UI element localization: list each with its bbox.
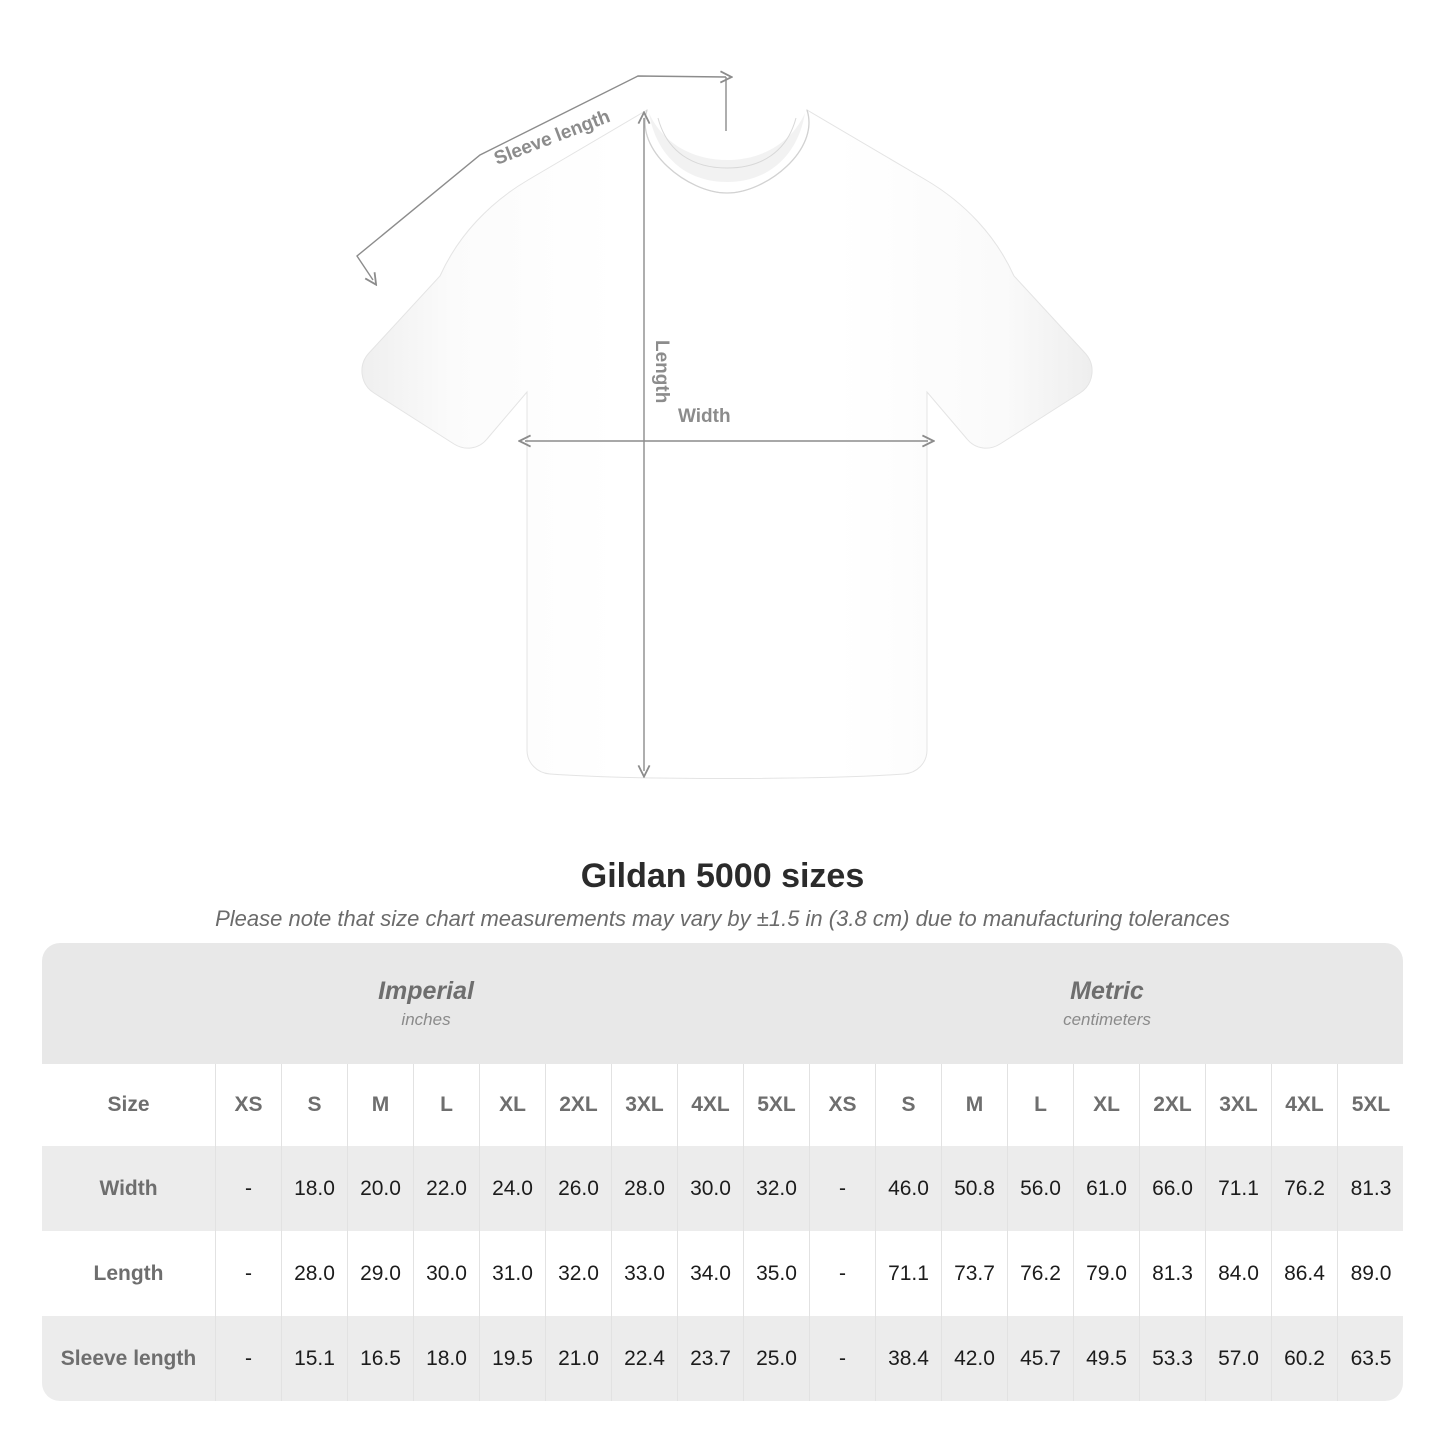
svg-text:Width: Width [678,406,731,427]
svg-text:Length: Length [651,340,672,403]
